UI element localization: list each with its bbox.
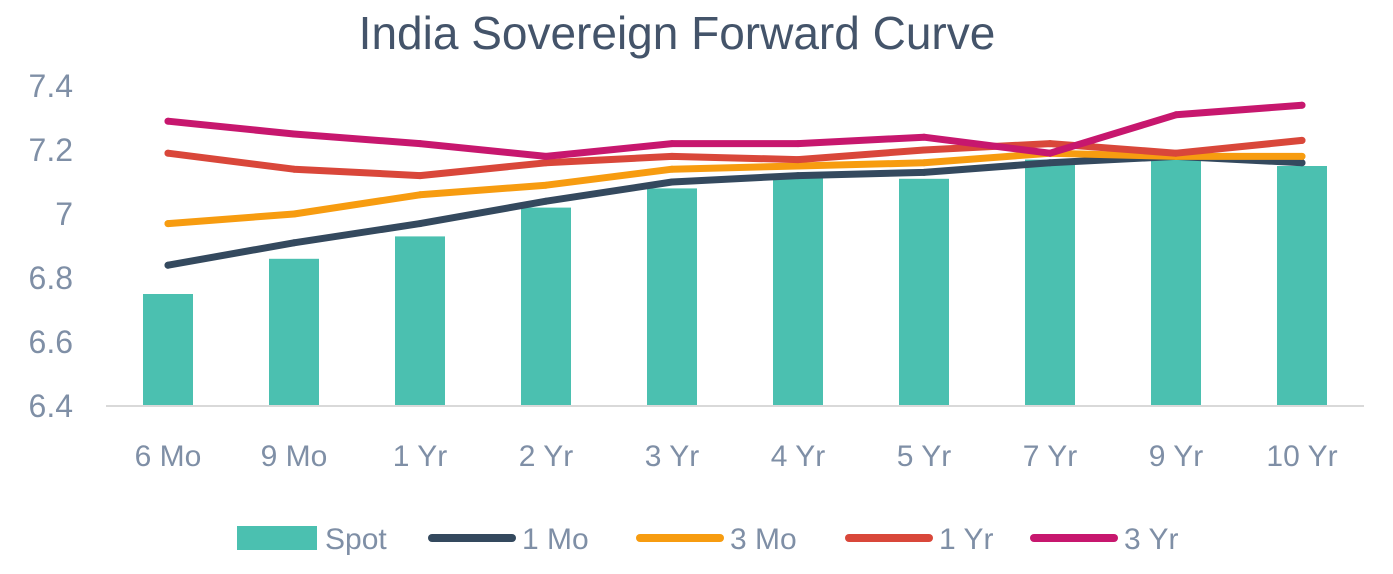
point-1-mo-9-mo bbox=[290, 239, 298, 247]
point-1-mo-1-yr bbox=[416, 220, 424, 228]
point-3-yr-3-yr bbox=[668, 140, 676, 148]
y-tick-label: 6.8 bbox=[29, 260, 73, 296]
bar-spot-1-yr bbox=[395, 236, 445, 406]
bar-spot-6-mo bbox=[143, 294, 193, 406]
point-1-mo-6-mo bbox=[164, 261, 172, 269]
bar-spot-2-yr bbox=[521, 207, 571, 406]
point-3-mo-3-yr bbox=[668, 165, 676, 173]
point-3-yr-6-mo bbox=[164, 117, 172, 125]
line-1-mo bbox=[164, 152, 1306, 269]
point-1-mo-4-yr bbox=[794, 172, 802, 180]
point-3-yr-2-yr bbox=[542, 152, 550, 160]
chart-title: India Sovereign Forward Curve bbox=[359, 7, 996, 59]
legend-label-3yr: 3 Yr bbox=[1124, 523, 1178, 556]
point-3-mo-5-yr bbox=[920, 159, 928, 167]
point-3-mo-10-yr bbox=[1298, 152, 1306, 160]
point-3-yr-1-yr bbox=[416, 140, 424, 148]
point-3-mo-2-yr bbox=[542, 181, 550, 189]
y-tick-label: 6.6 bbox=[29, 324, 73, 360]
y-axis-ticks: 7.4 7.2 7 6.8 6.6 6.4 bbox=[29, 68, 73, 424]
bar-spot-3-yr bbox=[647, 188, 697, 406]
bar-spot-4-yr bbox=[773, 175, 823, 406]
point-3-yr-10-yr bbox=[1298, 101, 1306, 109]
line-3-yr bbox=[164, 101, 1306, 160]
point-1-yr-9-mo bbox=[290, 165, 298, 173]
bar-spot-7-yr bbox=[1025, 159, 1075, 406]
line-3-mo bbox=[164, 149, 1306, 228]
point-1-yr-4-yr bbox=[794, 156, 802, 164]
x-tick-label: 7 Yr bbox=[1023, 440, 1077, 473]
legend-label-1yr: 1 Yr bbox=[939, 523, 993, 556]
legend: Spot 1 Mo 3 Mo 1 Yr 3 Yr bbox=[237, 523, 1178, 556]
bar-series bbox=[143, 159, 1327, 406]
bar-spot-5-yr bbox=[899, 178, 949, 406]
point-1-mo-3-yr bbox=[668, 178, 676, 186]
point-3-yr-4-yr bbox=[794, 140, 802, 148]
x-tick-label: 9 Mo bbox=[261, 440, 328, 473]
x-tick-label: 1 Yr bbox=[393, 440, 447, 473]
point-1-yr-3-yr bbox=[668, 152, 676, 160]
legend-swatch-spot bbox=[237, 526, 317, 550]
line-1-yr bbox=[164, 136, 1306, 180]
bar-spot-9-mo bbox=[269, 258, 319, 406]
point-3-mo-4-yr bbox=[794, 162, 802, 170]
legend-label-spot: Spot bbox=[325, 523, 387, 556]
point-3-yr-9-yr bbox=[1172, 111, 1180, 119]
x-tick-label: 5 Yr bbox=[897, 440, 951, 473]
x-axis-ticks: 6 Mo 9 Mo 1 Yr 2 Yr 3 Yr 4 Yr 5 Yr 7 Yr 9 Yr 10 Y… bbox=[135, 440, 1338, 473]
point-1-yr-10-yr bbox=[1298, 136, 1306, 144]
x-tick-label: 2 Yr bbox=[519, 440, 573, 473]
legend-label-3mo: 3 Mo bbox=[730, 523, 797, 556]
legend-label-1mo: 1 Mo bbox=[522, 523, 589, 556]
point-1-mo-2-yr bbox=[542, 197, 550, 205]
point-1-mo-10-yr bbox=[1298, 159, 1306, 167]
point-3-mo-6-mo bbox=[164, 220, 172, 228]
x-tick-label: 9 Yr bbox=[1149, 440, 1203, 473]
x-tick-label: 3 Yr bbox=[645, 440, 699, 473]
y-tick-label: 6.4 bbox=[29, 388, 73, 424]
point-3-yr-7-yr bbox=[1046, 149, 1054, 157]
point-1-mo-7-yr bbox=[1046, 159, 1054, 167]
line-series bbox=[164, 101, 1306, 269]
x-tick-label: 4 Yr bbox=[771, 440, 825, 473]
y-tick-label: 7 bbox=[55, 196, 73, 232]
point-1-mo-5-yr bbox=[920, 168, 928, 176]
x-tick-label: 6 Mo bbox=[135, 440, 202, 473]
point-1-yr-7-yr bbox=[1046, 140, 1054, 148]
point-1-yr-6-mo bbox=[164, 149, 172, 157]
point-1-yr-2-yr bbox=[542, 159, 550, 167]
point-3-yr-5-yr bbox=[920, 133, 928, 141]
point-3-yr-9-mo bbox=[290, 130, 298, 138]
point-3-mo-1-yr bbox=[416, 191, 424, 199]
point-1-yr-1-yr bbox=[416, 172, 424, 180]
bar-spot-10-yr bbox=[1277, 166, 1327, 406]
y-tick-label: 7.2 bbox=[29, 132, 73, 168]
bar-spot-9-yr bbox=[1151, 159, 1201, 406]
y-tick-label: 7.4 bbox=[29, 68, 73, 104]
point-1-yr-5-yr bbox=[920, 146, 928, 154]
point-3-mo-9-mo bbox=[290, 210, 298, 218]
x-tick-label: 10 Yr bbox=[1266, 440, 1337, 473]
point-1-yr-9-yr bbox=[1172, 149, 1180, 157]
